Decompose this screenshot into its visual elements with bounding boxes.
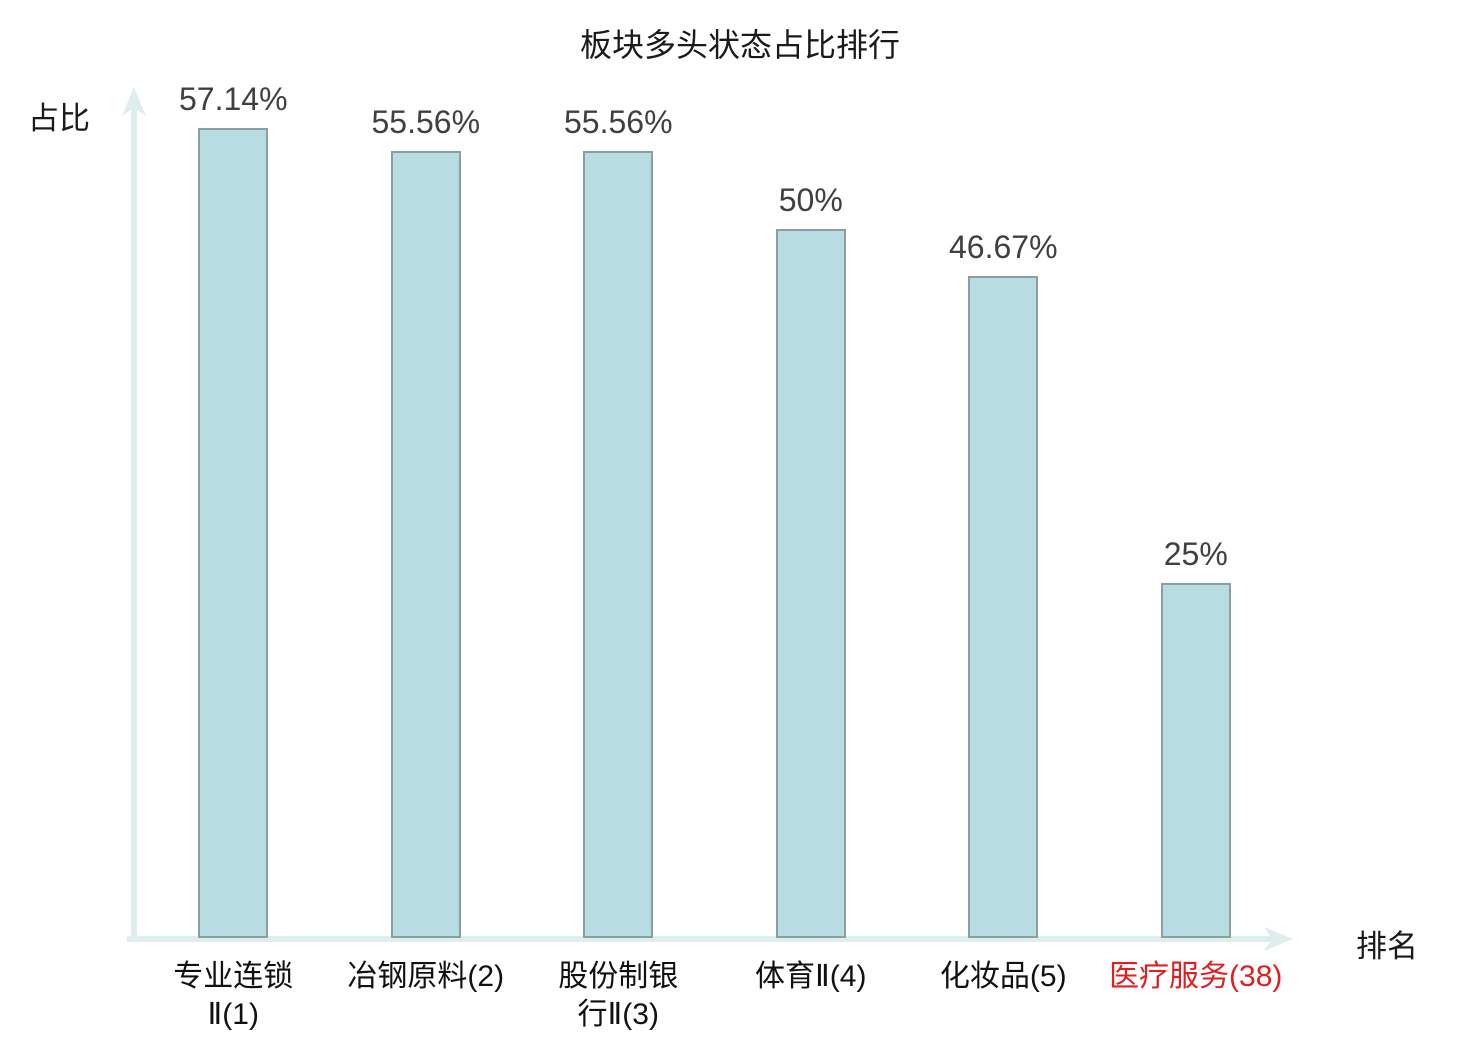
- bar-slot: 50%: [715, 90, 908, 938]
- bar-value-label: 55.56%: [371, 104, 481, 140]
- bar[interactable]: [968, 276, 1039, 938]
- bar-value-label: 25%: [1163, 536, 1228, 572]
- bar-slot: 57.14%: [137, 81, 330, 938]
- category-label: 股份制银 行Ⅱ(3): [558, 960, 679, 1031]
- bar-value-label: 46.67%: [948, 229, 1058, 265]
- bar[interactable]: [1160, 583, 1231, 938]
- bar-value-label: 57.14%: [178, 81, 288, 117]
- plot-area: 57.14% 55.56% 55.56% 50% 46.67% 25%: [137, 81, 1293, 938]
- bar[interactable]: [583, 151, 654, 938]
- bar[interactable]: [390, 151, 461, 938]
- category-label: 化妆品(5): [939, 960, 1067, 993]
- bar-value-label: 55.56%: [563, 104, 673, 140]
- y-axis-label: 占比: [28, 101, 90, 136]
- category-label: 冶钢原料(2): [347, 960, 505, 993]
- chart-title: 板块多头状态占比排行: [579, 27, 900, 63]
- bar-value-label: 50%: [778, 182, 843, 218]
- bar-slot: 55.56%: [330, 90, 523, 938]
- bar-slot: 55.56%: [522, 90, 715, 938]
- x-axis-label: 排名: [1356, 929, 1418, 964]
- category-label: 专业连锁 Ⅱ(1): [173, 960, 294, 1031]
- bar-slot: 46.67%: [907, 90, 1100, 938]
- category-label: 医疗服务(38): [1109, 960, 1283, 993]
- bar[interactable]: [198, 128, 269, 938]
- bar[interactable]: [775, 229, 846, 938]
- category-label: 体育Ⅱ(4): [755, 960, 867, 993]
- bar-slot: 25%: [1100, 90, 1293, 938]
- category-row: 专业连锁 Ⅱ(1) 冶钢原料(2) 股份制银 行Ⅱ(3) 体育Ⅱ(4) 化妆品(5) 医疗…: [137, 958, 1292, 1040]
